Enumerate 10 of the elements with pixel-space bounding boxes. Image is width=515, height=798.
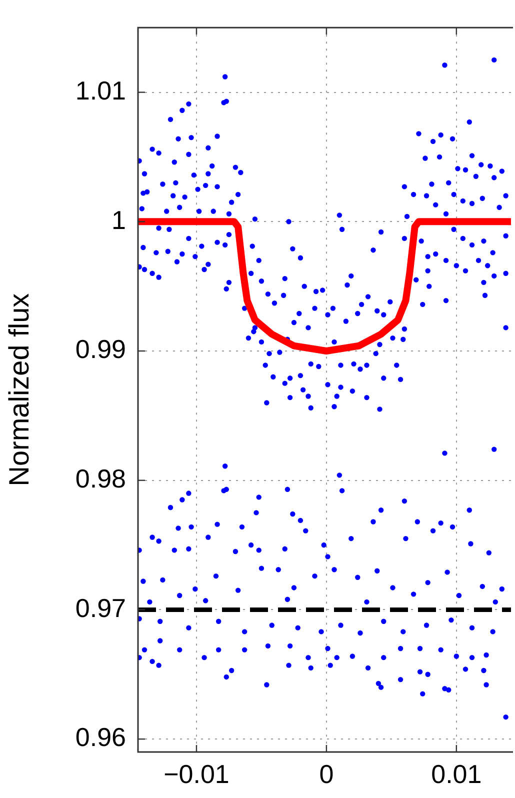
- x-tick-label: 0: [319, 758, 334, 789]
- y-tick-label: 0.97: [75, 592, 126, 623]
- y-axis-title: Normalized flux: [4, 293, 35, 486]
- x-tick-label: −0.01: [164, 758, 230, 789]
- y-tick-label: 1: [112, 204, 126, 235]
- y-tick-label: 0.96: [75, 722, 126, 752]
- y-tick-label: 0.99: [75, 334, 126, 364]
- x-tick-label: 0.01: [431, 758, 482, 789]
- y-tick-label: 1.01: [75, 75, 126, 106]
- y-tick-label: 0.98: [75, 464, 126, 494]
